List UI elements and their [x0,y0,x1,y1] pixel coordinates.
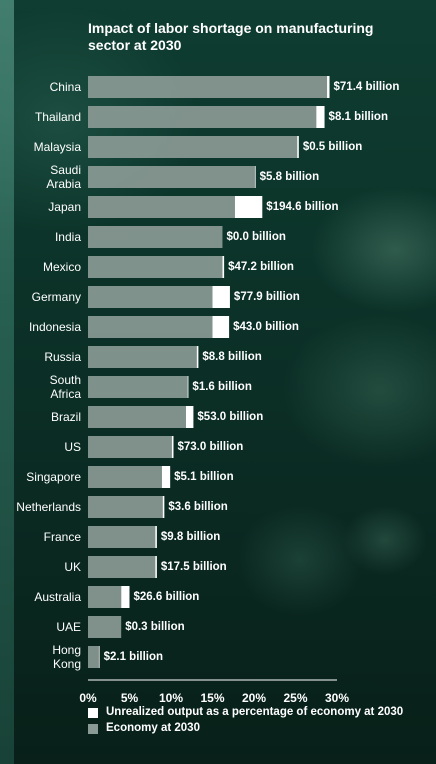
category-label: Indonesia [29,320,81,334]
data-label: $73.0 billion [177,441,243,453]
category-label: Netherlands [16,500,81,514]
data-label: $17.5 billion [161,561,227,573]
data-label: $47.2 billion [228,261,294,273]
category-label: China [50,80,82,94]
bar-unrealized [222,256,225,278]
category-label: Australia [34,590,81,604]
bar-economy [88,616,122,638]
chart-title: Impact of labor shortage on manufacturin… [88,20,374,53]
bar-unrealized [297,136,299,158]
category-label: India [55,230,81,244]
bar-economy [88,556,156,578]
data-label: $2.1 billion [104,651,163,663]
bar-unrealized [234,196,263,218]
bar-unrealized [254,166,256,188]
x-tick-label: 20% [242,691,266,705]
category-label: Mexico [43,260,81,274]
bar-unrealized [212,286,230,308]
category-label: France [44,530,82,544]
category-label: Brazil [51,410,81,424]
x-tick-label: 0% [79,691,97,705]
left-accent-stripe [0,0,14,764]
data-label: $71.4 billion [334,81,400,93]
bar-economy [88,286,213,308]
bar-economy [88,166,255,188]
bar-economy [88,136,298,158]
bar-economy [88,256,223,278]
bar-unrealized [196,346,199,368]
bar-unrealized [161,466,171,488]
category-label: Malaysia [34,140,82,154]
x-tick-label: 10% [159,691,183,705]
category-label: South Africa [50,373,82,401]
data-label: $26.6 billion [134,591,200,603]
legend-label-unrealized: Unrealized output as a percentage of eco… [106,706,404,718]
bar-economy [88,376,188,398]
bar-unrealized [212,316,230,338]
bar-economy [88,346,197,368]
bar-economy [88,496,163,518]
data-label: $77.9 billion [234,291,300,303]
category-label: Hong Kong [52,643,81,671]
bar-economy [88,436,172,458]
category-label: Saudi Arabia [46,163,81,191]
data-label: $53.0 billion [197,411,263,423]
bar-unrealized [327,76,330,98]
category-label: Singapore [26,470,81,484]
data-label: $8.1 billion [329,111,388,123]
bar-unrealized [162,496,165,518]
x-tick-label: 5% [121,691,139,705]
data-label: $0.3 billion [125,621,184,633]
category-label: UAE [56,620,81,634]
bar-economy [88,406,186,428]
legend: Unrealized output as a percentage of eco… [88,706,418,738]
bar-unrealized [121,586,130,608]
bar-economy [88,76,328,98]
bar-economy [88,646,99,668]
bar-economy [88,586,122,608]
x-tick-label: 15% [200,691,224,705]
data-label: $9.8 billion [161,531,220,543]
category-label: US [64,440,81,454]
bar-unrealized [98,646,100,668]
bar-unrealized [155,526,157,548]
data-label: $0.0 billion [226,231,285,243]
bar-unrealized [185,406,194,428]
legend-item-economy: Economy at 2030 [88,722,418,735]
data-label: $0.5 billion [303,141,362,153]
category-label: Russia [44,350,81,364]
category-label: UK [64,560,81,574]
data-label: $1.6 billion [192,381,251,393]
category-label: Japan [48,200,81,214]
data-label: $5.8 billion [260,171,319,183]
legend-item-unrealized: Unrealized output as a percentage of eco… [88,706,418,719]
bar-economy [88,316,213,338]
bar-economy [88,106,317,128]
category-label: Germany [32,290,81,304]
bar-unrealized [155,556,157,578]
data-label: $194.6 billion [266,201,338,213]
bar-economy [88,196,235,218]
bar-economy [88,526,156,548]
category-label: Thailand [35,110,81,124]
data-label: $43.0 billion [233,321,299,333]
legend-swatch-economy [88,724,98,734]
legend-swatch-unrealized [88,708,98,718]
data-label: $8.8 billion [202,351,261,363]
data-label: $5.1 billion [174,471,233,483]
bar-economy [88,466,162,488]
data-label: $3.6 billion [168,501,227,513]
bar-unrealized [171,436,174,458]
x-tick-label: 30% [325,691,349,705]
bar-unrealized [316,106,325,128]
bar-unrealized [187,376,189,398]
legend-label-economy: Economy at 2030 [106,722,200,734]
x-tick-label: 25% [283,691,307,705]
bar-economy [88,226,223,248]
